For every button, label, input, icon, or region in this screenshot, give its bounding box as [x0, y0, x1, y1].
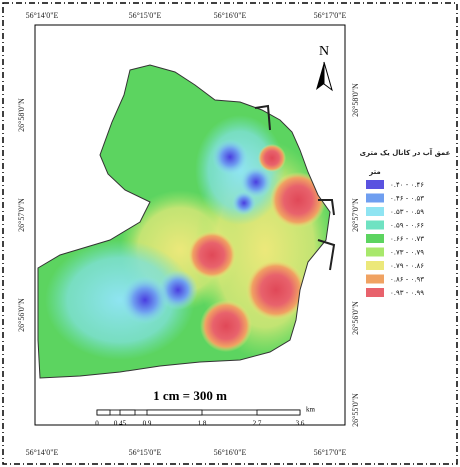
north-arrow: N: [316, 44, 333, 92]
legend-swatch: [366, 180, 384, 189]
right-coord: 26°57'0"N: [351, 198, 360, 232]
legend-swatch: [366, 193, 384, 203]
right-coord: 26°55'0"N: [351, 393, 360, 427]
legend-title: عمق آب در کانال یک متری: [360, 148, 451, 157]
scale-text: 1 cm = 300 m: [153, 388, 227, 403]
scale-tick: 1.8: [198, 420, 207, 428]
legend-label: ۰.۹۳ - ۰.۹۹: [390, 289, 424, 297]
top-coord: 56°14'0"E: [26, 11, 59, 20]
bottom-coord: 56°16'0"E: [214, 448, 247, 457]
scale-tick: 0: [95, 420, 99, 428]
breakwater: [254, 104, 336, 271]
top-coord: 56°16'0"E: [214, 11, 247, 20]
legend-label: ۰.۷۹ - ۰.۸۶: [390, 262, 424, 270]
top-coord: 56°17'0"E: [314, 11, 347, 20]
top-coord: 56°15'0"E: [129, 11, 162, 20]
scale-segment: [119, 409, 136, 416]
legend-label: ۰.۴۰ - ۰.۴۶: [390, 181, 424, 189]
scale-tick: 2.7: [253, 420, 262, 428]
bottom-coord: 56°14'0"E: [26, 448, 59, 457]
left-coord: 26°58'0"N: [17, 98, 26, 132]
legend-label: ۰.۶۶ - ۰.۷۳: [390, 235, 424, 243]
scale-unit: km: [306, 406, 316, 414]
right-coord: 26°56'0"N: [351, 301, 360, 335]
right-coord: 26°58'0"N: [351, 83, 360, 117]
scale-segment: [146, 409, 203, 416]
scale-segment: [96, 409, 111, 416]
scale-tick: 3.6: [296, 420, 305, 428]
legend-swatch: [366, 207, 384, 216]
legend-swatch: [366, 288, 384, 297]
legend-swatch: [366, 220, 384, 230]
legend-unit: متر: [368, 168, 381, 176]
bottom-coord: 56°17'0"E: [314, 448, 347, 457]
legend-swatch: [366, 247, 384, 257]
legend: ۰.۴۰ - ۰.۴۶ ۰.۴۶ - ۰.۵۳ ۰.۵۳ - ۰.۵۹ ۰.۵۹ - …: [366, 180, 424, 297]
scale-segment: [256, 409, 301, 416]
scale-tick: 0.9: [143, 420, 152, 428]
legend-swatch: [366, 274, 384, 284]
coordinates: 56°14'0"E 56°15'0"E 56°16'0"E 56°17'0"E 56°1…: [17, 11, 360, 457]
legend-label: ۰.۵۳ - ۰.۵۹: [390, 208, 424, 216]
legend-label: ۰.۵۹ - ۰.۶۶: [390, 222, 424, 230]
legend-swatch: [366, 261, 384, 270]
legend-label: ۰.۷۳ - ۰.۷۹: [390, 249, 424, 257]
coastline: [37, 64, 331, 379]
scale-tick: 0.45: [114, 420, 127, 428]
bottom-coord: 56°15'0"E: [129, 448, 162, 457]
left-coord: 26°57'0"N: [17, 198, 26, 232]
legend-label: ۰.۴۶ - ۰.۵۳: [390, 195, 424, 203]
left-coord: 26°56'0"N: [17, 298, 26, 332]
legend-swatch: [366, 234, 384, 243]
scale-bar: 0 0.45 0.9 1.8 2.7 3.6km: [95, 406, 315, 428]
legend-label: ۰.۸۶ - ۰.۹۳: [390, 276, 424, 284]
north-label: N: [319, 44, 329, 59]
